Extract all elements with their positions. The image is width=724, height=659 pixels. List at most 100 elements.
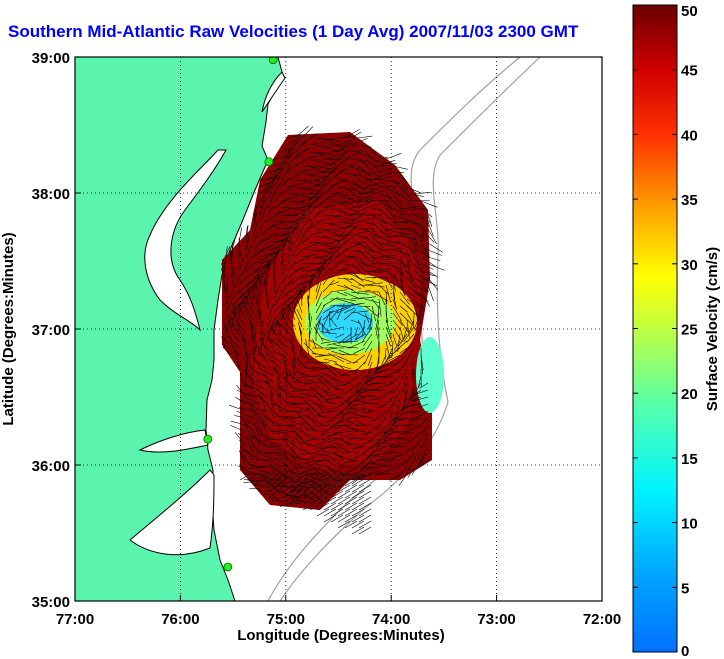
velocity-arrow — [399, 213, 412, 216]
velocity-arrow — [309, 386, 324, 398]
velocity-arrow — [280, 177, 291, 188]
velocity-arrow — [392, 165, 408, 170]
velocity-arrow — [399, 207, 416, 211]
velocity-arrow — [266, 418, 282, 426]
velocity-arrow — [375, 382, 394, 390]
velocity-arrow — [357, 235, 370, 240]
velocity-arrow — [336, 193, 352, 201]
velocity-arrow — [343, 200, 357, 208]
velocity-arrow — [357, 186, 376, 190]
velocity-arrow — [302, 496, 316, 505]
velocity-arrow — [399, 235, 415, 240]
velocity-arrow — [343, 213, 362, 216]
velocity-arrow — [252, 483, 268, 489]
velocity-arrow — [357, 242, 374, 253]
velocity-arrow — [356, 421, 366, 426]
velocity-arrow — [332, 452, 345, 461]
velocity-arrow — [257, 392, 268, 405]
velocity-arrow — [399, 172, 409, 184]
x-tick-label: 76:00 — [161, 611, 199, 628]
velocity-arrow — [378, 262, 396, 265]
station-marker — [264, 157, 274, 167]
velocity-arrow — [322, 249, 337, 258]
velocity-arrow — [315, 242, 333, 248]
velocity-arrow — [238, 288, 251, 300]
velocity-arrow — [301, 210, 310, 223]
velocity-arrow — [364, 158, 379, 170]
velocity-arrow — [413, 312, 422, 330]
velocity-arrow — [388, 410, 394, 420]
velocity-arrow — [406, 445, 415, 452]
velocity-arrow — [364, 221, 375, 226]
velocity-arrow — [355, 375, 366, 391]
velocity-arrow — [301, 277, 313, 293]
velocity-arrow — [259, 421, 275, 433]
velocity-arrow — [315, 196, 330, 209]
velocity-arrow — [343, 291, 359, 299]
velocity-arrow — [336, 140, 349, 146]
velocity-arrow — [420, 235, 428, 252]
velocity-arrow — [406, 270, 414, 284]
velocity-arrow — [280, 263, 286, 279]
velocity-arrow — [267, 402, 275, 419]
velocity-arrow — [357, 144, 372, 148]
velocity-arrow — [316, 496, 330, 505]
velocity-arrow — [378, 200, 393, 210]
velocity-arrow — [224, 324, 226, 342]
velocity-arrow — [371, 170, 383, 174]
velocity-arrow — [408, 319, 415, 333]
velocity-arrow — [280, 240, 287, 258]
velocity-arrow — [420, 263, 434, 270]
velocity-arrow — [315, 268, 323, 286]
velocity-arrow — [358, 514, 372, 523]
velocity-arrow — [230, 250, 233, 265]
velocity-arrow — [413, 263, 423, 274]
velocity-arrow — [265, 483, 275, 496]
velocity-arrow — [339, 446, 352, 454]
velocity-arrow — [246, 448, 254, 461]
velocity-arrow — [305, 339, 310, 356]
velocity-arrow — [392, 298, 397, 309]
velocity-arrow — [224, 281, 229, 300]
velocity-arrow — [413, 249, 421, 267]
velocity-arrow — [307, 452, 324, 461]
velocity-arrow — [273, 290, 284, 307]
velocity-arrow — [362, 326, 373, 342]
velocity-arrow — [333, 388, 345, 391]
velocity-arrow — [309, 484, 323, 493]
velocity-arrow — [308, 189, 318, 195]
velocity-arrow — [420, 298, 425, 315]
velocity-arrow — [308, 189, 323, 202]
velocity-arrow — [357, 249, 368, 259]
velocity-arrow — [328, 443, 345, 454]
velocity-arrow — [336, 200, 349, 208]
velocity-arrow — [259, 236, 273, 244]
velocity-arrow — [322, 310, 331, 328]
velocity-arrow — [336, 142, 353, 153]
velocity-arrow — [319, 371, 331, 377]
velocity-arrow — [413, 445, 422, 461]
velocity-arrow — [305, 438, 324, 441]
velocity-arrow — [357, 199, 374, 209]
velocity-arrow — [411, 389, 429, 396]
velocity-arrow — [413, 214, 431, 223]
velocity-arrow — [335, 431, 352, 440]
velocity-arrow — [324, 358, 338, 363]
velocity-arrow — [254, 449, 268, 454]
velocity-arrow — [337, 490, 351, 499]
velocity-arrow — [275, 338, 289, 349]
velocity-arrow — [413, 284, 429, 293]
velocity-arrow — [392, 179, 407, 193]
velocity-arrow — [420, 228, 425, 240]
velocity-arrow — [328, 376, 345, 384]
velocity-arrow — [300, 330, 303, 349]
velocity-arrow — [265, 270, 268, 286]
velocity-arrow — [268, 462, 282, 475]
velocity-arrow — [420, 445, 429, 462]
velocity-arrow — [266, 172, 279, 188]
velocity-arrow — [273, 278, 277, 293]
velocity-arrow — [259, 251, 278, 258]
velocity-arrow — [392, 221, 408, 224]
velocity-arrow — [296, 298, 303, 314]
velocity-arrow — [280, 273, 288, 286]
